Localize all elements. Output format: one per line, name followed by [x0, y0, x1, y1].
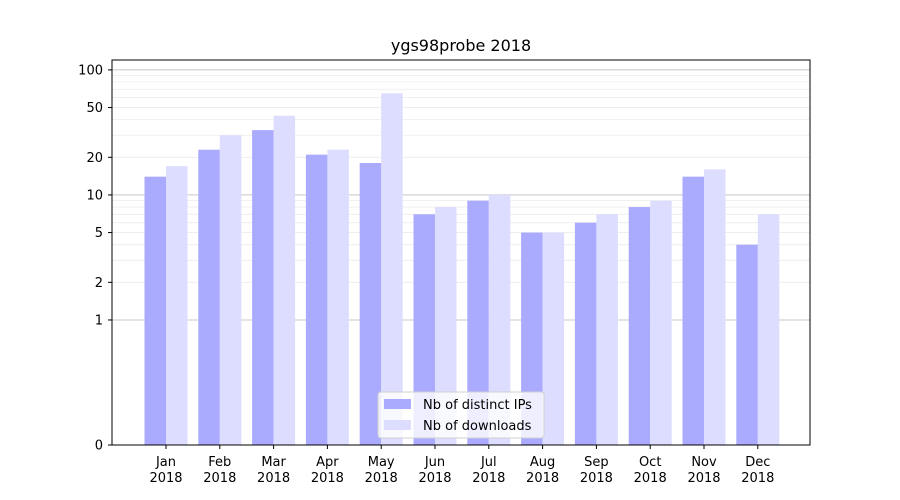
bars-layer: [144, 93, 780, 446]
x-tick-label: Sep 2018: [580, 455, 613, 486]
x-tick-label: Jun 2018: [418, 455, 451, 486]
plot-frame: [111, 59, 811, 446]
bar-distinct-ips-may: [359, 163, 382, 445]
bar-downloads-apr: [327, 149, 349, 446]
x-tick-label: Dec 2018: [741, 455, 774, 486]
x-tick-label: Nov 2018: [687, 455, 720, 486]
legend-label: Nb of downloads: [423, 419, 532, 434]
x-tick-label: Mar 2018: [257, 455, 290, 486]
y-tick-label: 1: [95, 313, 103, 328]
bar-distinct-ips-feb: [198, 149, 220, 446]
bar-downloads-feb: [219, 135, 242, 445]
legend-swatch: [384, 420, 411, 430]
bar-distinct-ips-jun: [413, 214, 435, 445]
bar-downloads-jan: [166, 166, 188, 445]
bar-downloads-may: [381, 93, 403, 446]
bar-distinct-ips-dec: [736, 244, 758, 445]
x-tick-label: Apr 2018: [311, 455, 344, 486]
x-tick-label: Jul 2018: [472, 455, 505, 486]
legend-swatch: [384, 399, 411, 409]
bar-distinct-ips-apr: [305, 154, 328, 446]
x-tick-label: May 2018: [365, 455, 398, 486]
legend-label: Nb of distinct IPs: [423, 398, 532, 413]
chart-title: ygs98probe 2018: [391, 36, 531, 55]
bar-distinct-ips-mar: [252, 130, 274, 445]
bar-downloads-jul: [488, 194, 511, 445]
bar-distinct-ips-jul: [467, 200, 489, 445]
bar-distinct-ips-sep: [574, 222, 597, 445]
y-tick-label: 5: [95, 226, 103, 241]
legend-box: [377, 391, 545, 439]
bar-distinct-ips-nov: [682, 176, 704, 445]
bar-downloads-aug: [542, 232, 565, 445]
y-tick-label: 100: [78, 63, 103, 78]
x-tick-label: Oct 2018: [634, 455, 667, 486]
bar-downloads-oct: [650, 200, 672, 445]
x-tick-label: Jan 2018: [149, 455, 182, 486]
legend: Nb of distinct IPs Nb of downloads: [377, 391, 545, 439]
bar-distinct-ips-jan: [144, 176, 166, 445]
bar-distinct-ips-oct: [628, 207, 651, 445]
bar-downloads-nov: [704, 169, 726, 445]
y-tick-label: 0: [95, 439, 103, 454]
y-tick-label: 2: [95, 276, 103, 291]
bar-downloads-jun: [435, 207, 457, 445]
bar-downloads-dec: [757, 214, 780, 445]
axis-layer: Jan 2018 Feb 2018 Mar 2018 Apr 2018 May 2018 Jun 20…: [78, 59, 811, 486]
x-tick-label: Aug 2018: [526, 455, 559, 486]
y-tick-label: 10: [86, 188, 103, 203]
bar-downloads-sep: [596, 214, 618, 445]
y-tick-label: 50: [86, 101, 103, 116]
bar-downloads-mar: [273, 115, 296, 445]
y-tick-label: 20: [86, 151, 103, 166]
x-tick-label: Feb 2018: [203, 455, 236, 486]
